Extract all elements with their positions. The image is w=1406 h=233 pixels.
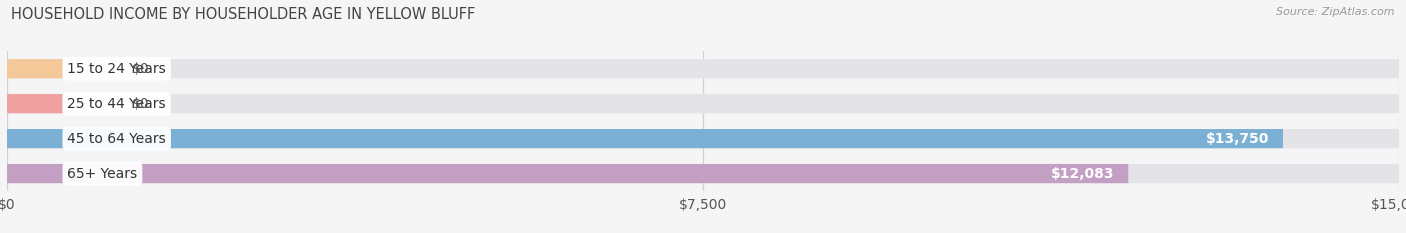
FancyBboxPatch shape	[7, 59, 63, 78]
Text: 15 to 24 Years: 15 to 24 Years	[67, 62, 166, 76]
Text: $0: $0	[132, 62, 150, 76]
Text: 65+ Years: 65+ Years	[67, 167, 138, 181]
FancyBboxPatch shape	[7, 94, 63, 113]
Text: HOUSEHOLD INCOME BY HOUSEHOLDER AGE IN YELLOW BLUFF: HOUSEHOLD INCOME BY HOUSEHOLDER AGE IN Y…	[11, 7, 475, 22]
Text: Source: ZipAtlas.com: Source: ZipAtlas.com	[1277, 7, 1395, 17]
Text: $13,750: $13,750	[1206, 132, 1270, 146]
Text: $0: $0	[132, 97, 150, 111]
Text: 25 to 44 Years: 25 to 44 Years	[67, 97, 166, 111]
FancyBboxPatch shape	[7, 164, 1128, 183]
FancyBboxPatch shape	[7, 59, 1399, 78]
Text: 45 to 64 Years: 45 to 64 Years	[67, 132, 166, 146]
FancyBboxPatch shape	[7, 129, 1399, 148]
FancyBboxPatch shape	[7, 129, 1282, 148]
Text: $12,083: $12,083	[1050, 167, 1115, 181]
FancyBboxPatch shape	[7, 94, 1399, 113]
FancyBboxPatch shape	[7, 164, 1399, 183]
